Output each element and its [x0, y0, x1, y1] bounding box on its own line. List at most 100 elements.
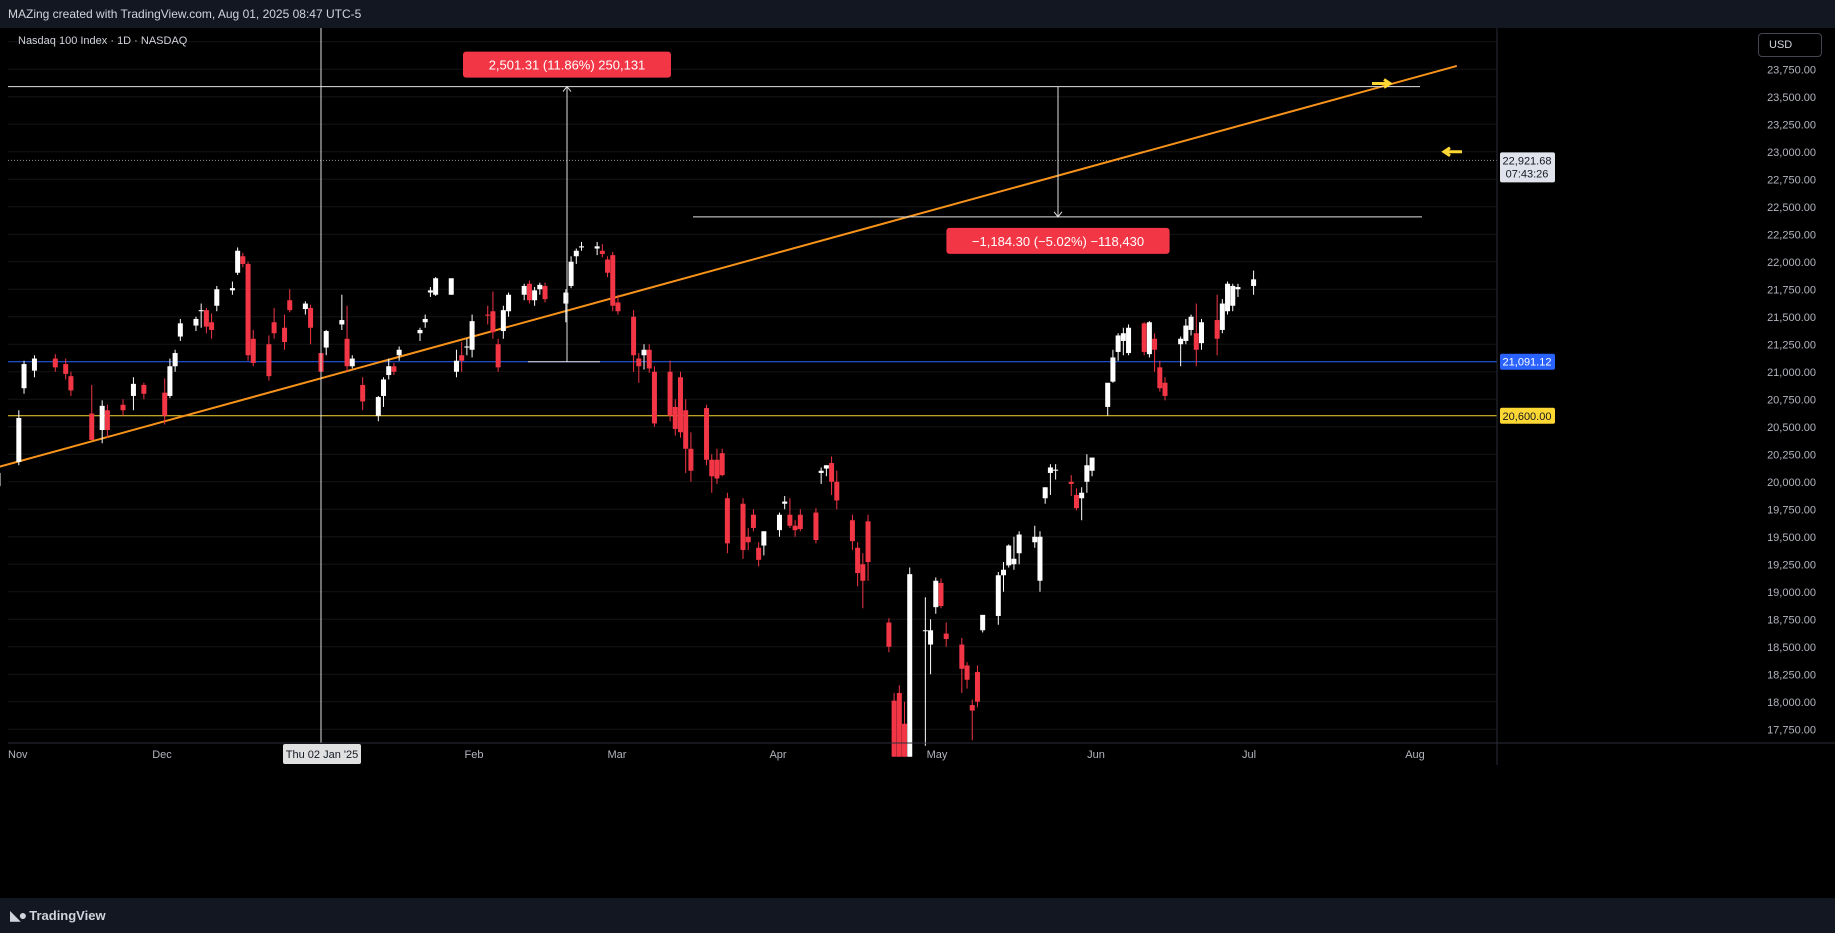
candle-body	[1016, 534, 1022, 554]
candle-body	[615, 302, 621, 312]
candle-body	[891, 700, 897, 757]
candle-body	[855, 547, 861, 574]
candle-body	[1089, 457, 1095, 471]
candle-body	[1084, 465, 1090, 482]
trendline-segment[interactable]	[0, 64, 1458, 469]
candle-body	[1251, 279, 1257, 286]
price-tick-label: 20,500.00	[1767, 422, 1816, 434]
candle-body	[240, 256, 246, 264]
candle-body	[203, 310, 209, 327]
candle-body	[386, 366, 392, 376]
candle-body	[31, 358, 37, 371]
candle-body	[1146, 322, 1152, 355]
candle-body	[302, 303, 308, 310]
price-tick-label: 22,250.00	[1767, 229, 1816, 241]
candle-body	[1001, 569, 1007, 576]
candle-body	[1037, 536, 1043, 581]
candle-body	[542, 285, 548, 300]
candles	[0, 241, 1257, 757]
candle-body	[834, 481, 840, 501]
candle-body	[209, 322, 215, 330]
candle-body	[761, 531, 767, 546]
price-axis[interactable]: 24,000.0023,750.0023,500.0023,250.0023,0…	[1496, 28, 1835, 765]
candle-body	[287, 300, 293, 311]
time-axis[interactable]: Nov Dec Feb Mar Apr May Jun Jul Aug Thu 02 Jan '2…	[8, 742, 1835, 764]
candle-body	[1006, 545, 1012, 566]
candle-body	[797, 514, 803, 530]
candle-body	[704, 408, 710, 460]
candle-body	[344, 338, 350, 367]
price-tick-label: 17,750.00	[1767, 724, 1816, 736]
candle-body	[162, 392, 168, 416]
candle-body	[1214, 320, 1220, 339]
candle-body	[849, 520, 855, 542]
countdown-label: 07:43:26	[1506, 168, 1549, 180]
currency-button[interactable]: USD	[1758, 33, 1822, 57]
candle-body	[506, 294, 512, 312]
candle-body	[573, 250, 579, 257]
candle-body	[1073, 494, 1079, 509]
candle-body	[896, 692, 902, 757]
measure-label-up-bg[interactable]	[463, 51, 671, 78]
candle-body	[667, 371, 673, 416]
candle-body	[1178, 338, 1184, 345]
candle-body	[469, 321, 475, 350]
price-label-bg	[1500, 407, 1555, 424]
candle-body	[724, 498, 730, 544]
candle-body	[792, 525, 798, 531]
candle-body	[448, 278, 454, 295]
time-tick-label: May	[927, 749, 948, 761]
candle-body	[235, 250, 241, 273]
candle-body	[714, 459, 720, 479]
candle-body	[938, 582, 944, 607]
price-tick-label: 22,000.00	[1767, 257, 1816, 269]
candle-body	[1157, 367, 1163, 389]
time-tick-label: Feb	[465, 749, 484, 761]
time-tick-label: Mar	[608, 749, 627, 761]
tradingview-logo[interactable]: ◣● TradingView	[10, 907, 106, 924]
candle-body	[271, 322, 277, 334]
candle-body	[99, 405, 105, 431]
price-tick-label: 18,750.00	[1767, 614, 1816, 626]
candle-body	[120, 404, 126, 411]
candle-body	[1110, 357, 1116, 382]
candle-body	[1053, 469, 1059, 471]
price-tick-label: 18,000.00	[1767, 697, 1816, 709]
candle-body	[943, 633, 949, 640]
candle-body	[1032, 536, 1038, 543]
candle-body	[282, 327, 288, 343]
measure-label-down-bg[interactable]	[946, 227, 1170, 254]
price-tick-label: 20,250.00	[1767, 449, 1816, 461]
candle-body	[391, 366, 397, 372]
time-tick-label: Apr	[769, 749, 786, 761]
arrow-left-icon	[1441, 146, 1462, 157]
candle-body	[521, 285, 527, 295]
candle-body	[526, 283, 532, 301]
candle-body	[719, 453, 725, 476]
candle-body	[902, 723, 908, 757]
candle-body	[646, 349, 652, 369]
symbol-title: Nasdaq 100 Index · 1D · NASDAQ	[18, 35, 188, 47]
time-tick-label: Dec	[152, 749, 172, 761]
candle-body	[433, 278, 439, 295]
measurement-tools[interactable]: 2,501.31 (11.86%) 250,131 −1,184.30 (−5.0…	[8, 51, 1422, 363]
candle-body	[907, 574, 913, 757]
candle-body	[1079, 492, 1085, 499]
candle-body	[89, 413, 95, 440]
price-tick-label: 19,500.00	[1767, 532, 1816, 544]
candle-body	[464, 346, 470, 348]
candle-body	[594, 246, 600, 249]
candle-body	[1225, 283, 1231, 312]
trendline[interactable]	[0, 64, 1458, 469]
candle-body	[229, 288, 235, 291]
candle-body	[865, 521, 871, 563]
candle-body	[1042, 487, 1048, 499]
time-tick-label: Nov	[8, 749, 28, 761]
candle-body	[104, 410, 110, 431]
candle-body	[677, 377, 683, 433]
candle-body	[177, 323, 183, 337]
measure-label-down: −1,184.30 (−5.02%) −118,430	[972, 234, 1144, 249]
candle-body	[172, 353, 178, 367]
price-tick-label: 19,750.00	[1767, 504, 1816, 516]
